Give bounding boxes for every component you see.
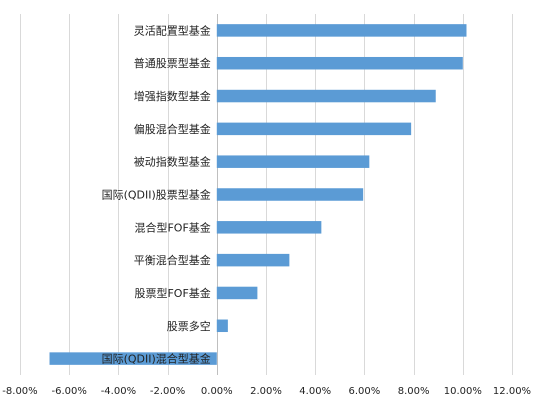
x-tick-label: -2.00% (150, 386, 185, 397)
category-labels: 灵活配置型基金普通股票型基金增强指数型基金偏股混合型基金被动指数型基金国际(QD… (102, 23, 211, 365)
category-label: 普通股票型基金 (134, 56, 211, 70)
category-label: 偏股混合型基金 (134, 122, 211, 136)
x-tick-label: 12.00% (493, 386, 531, 397)
bar (49, 352, 217, 365)
category-label: 股票多空 (167, 319, 211, 333)
bar (216, 89, 436, 103)
x-tick-label: 0.00% (201, 386, 233, 397)
x-tick-labels: -8.00% -6.00% -4.00% -2.00% 0.00% 2.00% 4.00% 6… (2, 386, 531, 397)
category-label: 被动指数型基金 (134, 155, 211, 169)
bar (216, 286, 258, 300)
bars (49, 24, 467, 365)
bar (216, 24, 467, 37)
bar (216, 253, 290, 267)
x-tick-label: 10.00% (444, 386, 482, 397)
category-label: 国际(QDII)股票型基金 (102, 188, 211, 202)
category-label: 灵活配置型基金 (134, 23, 211, 37)
bar (216, 155, 370, 168)
x-tick-label: 8.00% (398, 386, 430, 397)
bar (216, 319, 228, 333)
bar (216, 122, 412, 136)
category-label: 混合型FOF基金 (134, 220, 210, 234)
category-label: 国际(QDII)混合型基金 (102, 352, 211, 366)
category-label: 股票型FOF基金 (134, 286, 210, 300)
bar (216, 56, 463, 70)
x-tick-label: 2.00% (250, 386, 282, 397)
x-tick-label: -6.00% (52, 386, 87, 397)
category-label: 增强指数型基金 (134, 89, 211, 103)
x-tick-label: 6.00% (349, 386, 381, 397)
bar (216, 221, 322, 234)
bar (216, 188, 364, 201)
x-tick-label: 4.00% (299, 386, 331, 397)
x-tick-label: -4.00% (101, 386, 136, 397)
category-label: 平衡混合型基金 (134, 253, 211, 267)
x-tick-label: -8.00% (2, 386, 37, 397)
